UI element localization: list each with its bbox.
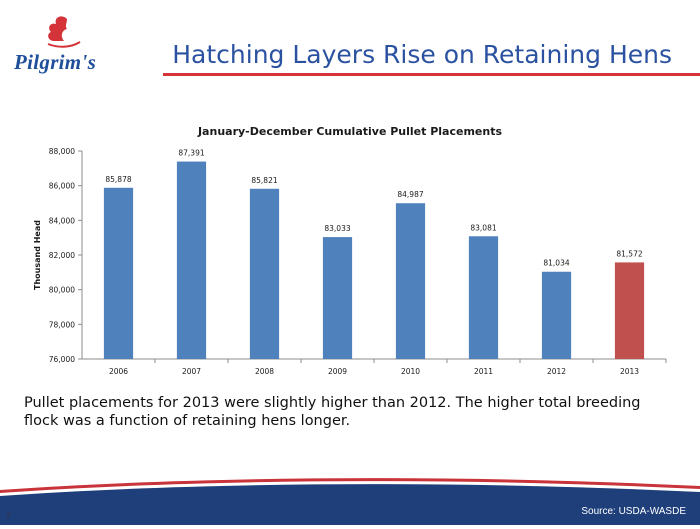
logo-wordmark: Pilgrim's xyxy=(14,50,97,74)
y-tick-label: 76,000 xyxy=(49,355,75,364)
data-label: 83,033 xyxy=(324,224,350,233)
rooster-icon xyxy=(47,16,81,48)
bar xyxy=(541,271,572,359)
x-tick-label: 2012 xyxy=(547,367,566,376)
data-label: 84,987 xyxy=(397,190,423,199)
data-label: 87,391 xyxy=(178,149,204,158)
x-tick-label: 2011 xyxy=(474,367,493,376)
data-label: 81,572 xyxy=(616,249,642,258)
data-label: 85,821 xyxy=(251,176,277,185)
data-label: 83,081 xyxy=(470,223,496,232)
page-title: Hatching Layers Rise on Retaining Hens xyxy=(172,40,672,69)
y-tick-label: 82,000 xyxy=(49,251,75,260)
pullet-placements-chart: January-December Cumulative Pullet Place… xyxy=(33,125,667,376)
x-tick-label: 2009 xyxy=(328,367,347,376)
y-tick-label: 84,000 xyxy=(49,216,75,225)
y-tick-label: 80,000 xyxy=(49,286,75,295)
chart-title: January-December Cumulative Pullet Place… xyxy=(197,125,502,138)
x-tick-label: 2010 xyxy=(401,367,420,376)
bar xyxy=(614,262,645,359)
footer-band xyxy=(0,468,700,525)
data-label: 85,878 xyxy=(105,175,131,184)
source-note: Source: USDA-WASDE xyxy=(581,506,686,517)
page-number: 7 xyxy=(6,512,11,521)
data-label: 81,034 xyxy=(543,259,569,268)
bar xyxy=(468,236,499,359)
y-axis-label: Thousand Head xyxy=(33,220,42,290)
bar xyxy=(249,188,280,359)
x-tick-label: 2006 xyxy=(109,367,128,376)
x-tick-label: 2008 xyxy=(255,367,274,376)
y-tick-label: 78,000 xyxy=(49,320,75,329)
y-tick-label: 86,000 xyxy=(49,182,75,191)
y-tick-label: 88,000 xyxy=(49,147,75,156)
bar xyxy=(103,187,134,359)
pilgrims-logo: Pilgrim's xyxy=(14,14,106,76)
x-tick-label: 2007 xyxy=(182,367,201,376)
x-tick-label: 2013 xyxy=(620,367,639,376)
bar xyxy=(322,237,353,359)
slide-caption: Pullet placements for 2013 were slightly… xyxy=(24,395,641,429)
bar xyxy=(395,203,426,359)
title-underline xyxy=(163,73,700,76)
bar xyxy=(176,161,207,359)
